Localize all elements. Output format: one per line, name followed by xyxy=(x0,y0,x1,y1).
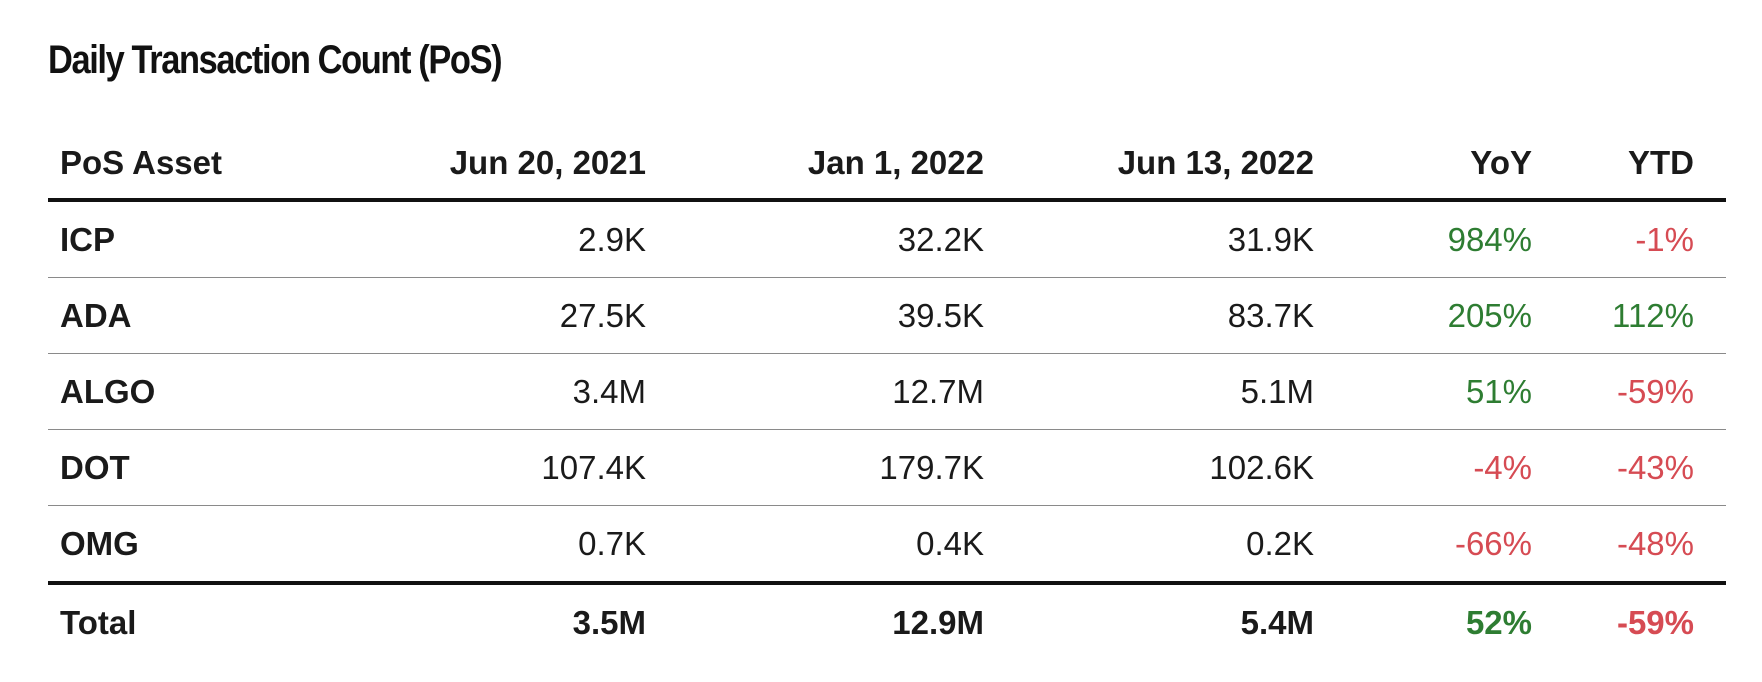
value-cell: 5.1M xyxy=(996,353,1326,430)
total-value-cell: 5.4M xyxy=(1240,604,1314,641)
value-cell: 12.7M xyxy=(658,353,996,430)
column-header-jan-2022: Jan 1, 2022 xyxy=(658,128,996,202)
value-cell: 3.4M xyxy=(328,353,658,430)
value-cell: 83.7K xyxy=(996,277,1326,354)
column-header-jun-2022: Jun 13, 2022 xyxy=(996,128,1326,202)
total-value-cell: 3.5M xyxy=(572,604,646,641)
total-ytd-cell: -59% xyxy=(1616,604,1694,641)
total-row: Total 3.5M 12.9M 5.4M 52% -59% xyxy=(48,583,1726,661)
table-row: ADA 27.5K 39.5K 83.7K 205% 112% xyxy=(48,277,1726,354)
column-header-yoy: YoY xyxy=(1326,128,1544,202)
table-row: ICP 2.9K 32.2K 31.9K 984% -1% xyxy=(48,200,1726,278)
yoy-change-cell: 984% xyxy=(1326,200,1544,278)
yoy-change-cell: -4% xyxy=(1326,429,1544,506)
value-cell: 32.2K xyxy=(658,200,996,278)
transaction-count-table: PoS Asset Jun 20, 2021 Jan 1, 2022 Jun 1… xyxy=(48,128,1726,661)
asset-name-cell: OMG xyxy=(48,505,328,585)
table-row: ALGO 3.4M 12.7M 5.1M 51% -59% xyxy=(48,353,1726,430)
total-yoy-cell: 52% xyxy=(1465,604,1532,641)
value-cell: 0.7K xyxy=(328,505,658,585)
ytd-change-cell: -1% xyxy=(1544,200,1726,278)
yoy-change-cell: -66% xyxy=(1326,505,1544,585)
header-row: PoS Asset Jun 20, 2021 Jan 1, 2022 Jun 1… xyxy=(48,128,1726,202)
asset-name-cell: ICP xyxy=(48,200,328,278)
value-cell: 179.7K xyxy=(658,429,996,506)
value-cell: 39.5K xyxy=(658,277,996,354)
value-cell: 0.4K xyxy=(658,505,996,585)
value-cell: 27.5K xyxy=(328,277,658,354)
table-title: Daily Transaction Count (PoS) xyxy=(48,38,503,82)
table-row: OMG 0.7K 0.4K 0.2K -66% -48% xyxy=(48,505,1726,585)
table-row: DOT 107.4K 179.7K 102.6K -4% -43% xyxy=(48,429,1726,506)
value-cell: 0.2K xyxy=(996,505,1326,585)
column-header-ytd: YTD xyxy=(1544,128,1726,202)
ytd-change-cell: 112% xyxy=(1544,277,1726,354)
value-cell: 107.4K xyxy=(328,429,658,506)
value-cell: 31.9K xyxy=(996,200,1326,278)
ytd-change-cell: -43% xyxy=(1544,429,1726,506)
value-cell: 2.9K xyxy=(328,200,658,278)
asset-name-cell: ADA xyxy=(48,277,328,354)
asset-name-cell: DOT xyxy=(48,429,328,506)
ytd-change-cell: -48% xyxy=(1544,505,1726,585)
total-value-cell: 12.9M xyxy=(892,604,984,641)
total-label-cell: Total xyxy=(60,604,137,641)
yoy-change-cell: 51% xyxy=(1326,353,1544,430)
yoy-change-cell: 205% xyxy=(1326,277,1544,354)
value-cell: 102.6K xyxy=(996,429,1326,506)
column-header-jun-2021: Jun 20, 2021 xyxy=(328,128,658,202)
column-header-asset: PoS Asset xyxy=(48,128,328,202)
asset-name-cell: ALGO xyxy=(48,353,328,430)
ytd-change-cell: -59% xyxy=(1544,353,1726,430)
